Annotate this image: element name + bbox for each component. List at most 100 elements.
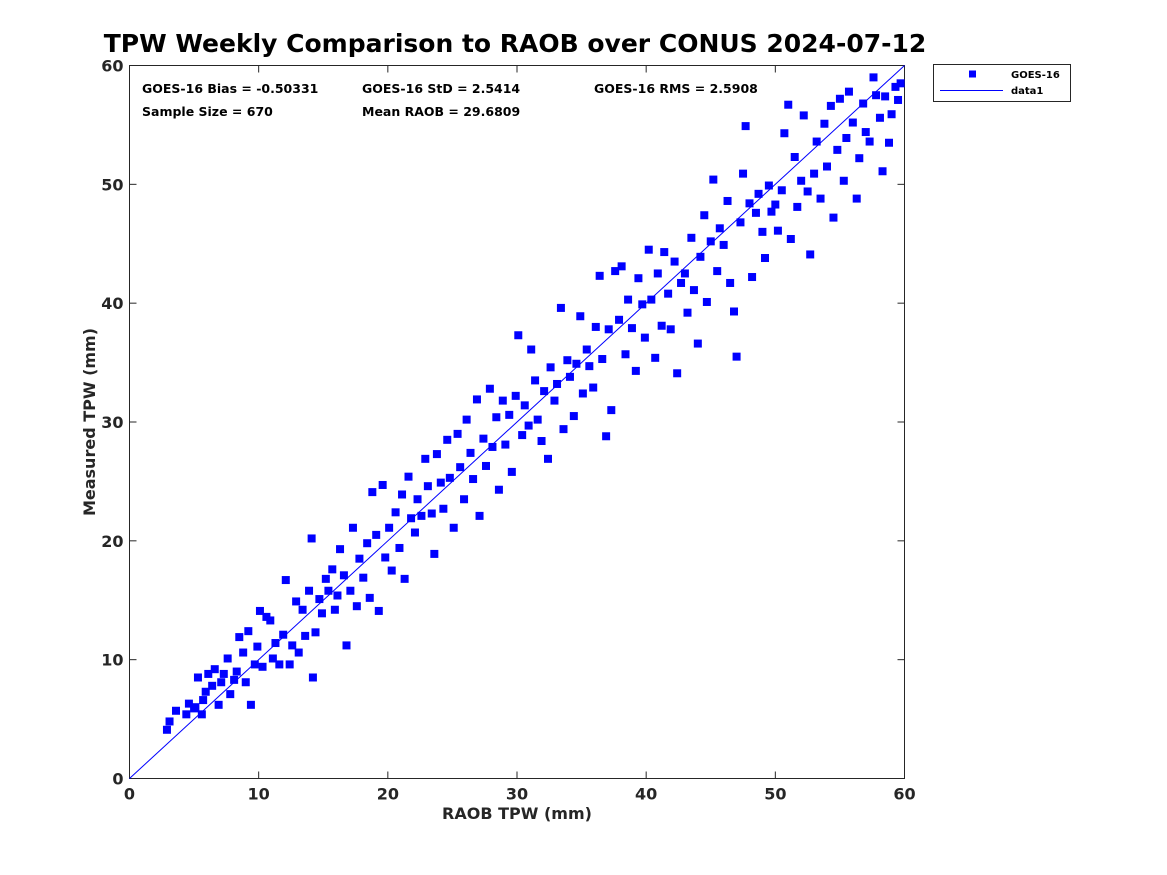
data-point (617, 262, 626, 271)
data-point (317, 609, 326, 618)
data-point (559, 425, 568, 434)
data-point (423, 482, 432, 491)
data-point (294, 648, 303, 657)
y-tick-label: 10 (101, 651, 123, 670)
data-point (230, 675, 239, 684)
data-point (505, 410, 514, 419)
data-point (479, 434, 488, 443)
legend-box (933, 64, 1071, 102)
legend-label-data1: data1 (1011, 86, 1043, 97)
data-point (812, 137, 821, 146)
data-point (410, 528, 419, 537)
data-point (400, 574, 409, 583)
data-point (321, 574, 330, 583)
data-point (527, 345, 536, 354)
data-point (193, 673, 202, 682)
data-point (239, 648, 248, 657)
data-point (726, 278, 735, 287)
data-point (427, 509, 436, 518)
data-point (417, 511, 426, 520)
data-point (533, 415, 542, 424)
data-point (604, 325, 613, 334)
data-point (739, 169, 748, 178)
data-point (498, 396, 507, 405)
data-point (693, 339, 702, 348)
data-point (253, 642, 262, 651)
x-tick-label: 30 (506, 785, 528, 804)
data-point (615, 315, 624, 324)
data-point (407, 514, 416, 523)
data-point (638, 300, 647, 309)
data-point (378, 480, 387, 489)
data-point (647, 295, 656, 304)
data-point (723, 196, 732, 205)
data-point (398, 490, 407, 499)
x-tick-label: 0 (124, 785, 135, 804)
data-point (569, 412, 578, 421)
data-point (683, 308, 692, 317)
data-point (823, 162, 831, 171)
data-point (563, 356, 572, 365)
data-point (514, 331, 523, 340)
data-point (719, 240, 728, 249)
data-point (810, 169, 819, 178)
data-point (576, 312, 585, 321)
data-point (439, 504, 448, 513)
data-point (634, 274, 643, 283)
data-point (330, 605, 339, 614)
data-point (556, 303, 565, 312)
data-point (485, 384, 494, 393)
data-point (754, 189, 763, 198)
stat-std: GOES-16 StD = 2.5414 (362, 81, 520, 96)
data-point (631, 366, 640, 375)
data-point (201, 687, 210, 696)
data-point (445, 473, 454, 482)
data-point (292, 597, 301, 606)
data-point (653, 269, 662, 278)
y-tick-label: 20 (101, 532, 123, 551)
data-point (235, 633, 244, 642)
data-point (217, 678, 226, 687)
data-point (436, 478, 445, 487)
data-point (767, 207, 776, 216)
data-point (275, 660, 284, 669)
data-point (244, 627, 253, 636)
data-point (829, 213, 838, 222)
y-tick-label: 0 (112, 770, 123, 789)
data-point (494, 485, 503, 494)
data-point (624, 295, 633, 304)
data-point (336, 545, 345, 554)
data-point (797, 176, 806, 185)
data-point (875, 113, 884, 122)
legend-label-goes16: GOES-16 (1011, 70, 1060, 81)
data-point (165, 717, 174, 726)
series-data1 (129, 65, 905, 779)
data-point (544, 454, 552, 463)
data-point (520, 401, 529, 410)
data-point (488, 442, 497, 451)
data-point (848, 118, 857, 127)
data-point (607, 406, 616, 415)
data-point (210, 665, 219, 674)
data-point (462, 415, 471, 424)
data-point (715, 224, 724, 233)
data-point (673, 369, 682, 378)
data-point (741, 122, 750, 131)
data-point (702, 297, 711, 306)
data-point (585, 362, 594, 371)
data-point (611, 267, 620, 276)
data-point (803, 187, 812, 196)
data-point (387, 566, 396, 575)
data-point (582, 345, 591, 354)
data-point (430, 549, 439, 558)
data-point (456, 463, 465, 472)
data-point (758, 227, 767, 236)
data-point (232, 667, 241, 676)
data-point (443, 435, 452, 444)
data-point (472, 395, 481, 404)
series-goes16 (162, 73, 905, 734)
data-point (162, 725, 171, 734)
data-point (223, 654, 232, 663)
stat-rms: GOES-16 RMS = 2.5908 (594, 81, 758, 96)
data-point (591, 322, 600, 331)
